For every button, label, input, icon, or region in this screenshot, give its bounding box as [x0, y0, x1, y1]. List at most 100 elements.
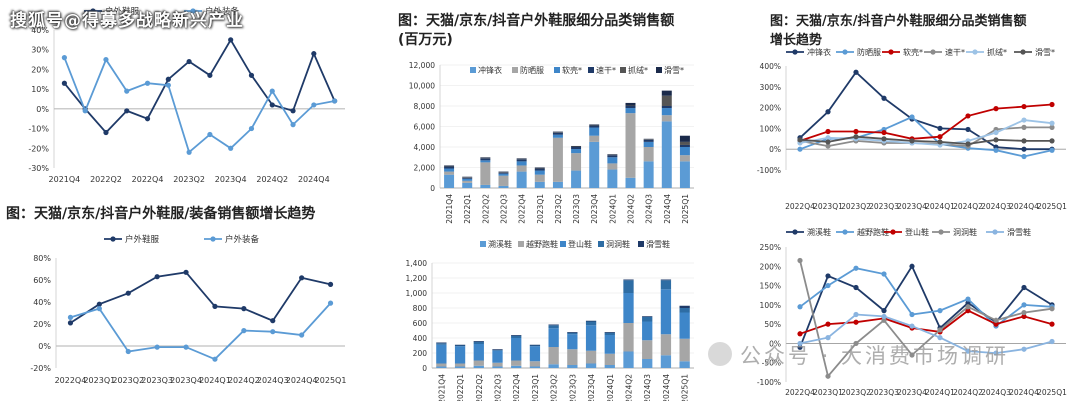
data-point	[1021, 103, 1027, 110]
bar-segment	[529, 366, 541, 368]
x-tick-label: 2024Q1	[608, 194, 617, 224]
x-tick-label: 2024Q4	[1009, 202, 1039, 211]
legend-label: 户外鞋服	[125, 234, 160, 245]
x-tick-label: 2025Q1	[681, 194, 690, 224]
bar-segment	[552, 137, 563, 182]
data-point	[825, 335, 831, 341]
bar-segment	[604, 332, 615, 333]
data-point	[124, 88, 130, 94]
x-tick-label: 2024Q2	[953, 202, 983, 211]
bar-segment	[511, 335, 522, 336]
legend-label: 抓绒*	[987, 47, 1007, 57]
bar-segment	[480, 157, 491, 159]
x-tick-label: 2022Q1	[456, 374, 465, 401]
bar-segment	[516, 159, 527, 162]
data-point	[993, 106, 999, 112]
chart-bottom-left: -20% 0% 20% 40% 60% 80% 2022Q4 2023Q1 2023Q2 2023…	[0, 228, 360, 401]
data-point	[1021, 302, 1027, 308]
bar-segment	[571, 146, 582, 147]
bar-segment	[516, 171, 527, 188]
data-point	[937, 327, 943, 333]
chart-svg-c6: -100%-50%0%50%100%150%200%250%2022Q42023…	[757, 227, 1067, 397]
legend-marker	[890, 229, 896, 235]
legend-marker	[792, 229, 798, 235]
data-point	[881, 136, 887, 142]
x-tick-label: 2022Q4	[512, 374, 521, 401]
bar-segment	[589, 127, 600, 136]
bar-segment	[585, 320, 597, 322]
bar-segment	[679, 147, 690, 156]
bar-segment	[604, 353, 615, 365]
x-tick-label: 2025Q1	[681, 374, 690, 401]
data-point	[1049, 138, 1055, 144]
bar-segment	[567, 332, 578, 335]
data-point	[207, 72, 213, 78]
data-point	[937, 308, 943, 314]
data-point	[937, 335, 943, 341]
bar-segment	[444, 166, 455, 169]
series-line	[799, 267, 1053, 328]
x-tick-label: 2024Q2	[256, 175, 288, 184]
legend-label: 防晒服	[520, 65, 544, 75]
data-point	[993, 147, 999, 153]
series-line	[63, 38, 336, 134]
data-point	[1049, 321, 1055, 327]
data-point	[1049, 101, 1055, 108]
data-point	[881, 271, 887, 277]
watermark-bottom: 公众号 · 大消费市场调研	[740, 344, 1010, 368]
bar-segment	[585, 321, 597, 326]
bar-segment	[623, 280, 634, 293]
x-tick-label: 2024Q3	[257, 376, 289, 385]
data-point	[125, 348, 131, 355]
data-point	[61, 55, 67, 61]
bar-segment	[661, 121, 672, 188]
x-tick-label: 2023Q4	[587, 374, 596, 401]
bar-segment	[661, 108, 672, 116]
x-tick-label: 2023Q2	[554, 194, 563, 224]
bar-segment	[643, 141, 654, 147]
y-tick-label: 100%	[760, 301, 781, 310]
data-point	[183, 344, 189, 350]
x-tick-label: 2024Q2	[627, 194, 636, 224]
x-tick-label: 2024Q2	[625, 374, 634, 401]
chart-top-middle: 0 2,000 4,000 6,000 8,000 10,000 12,000 2021Q4 2…	[388, 52, 700, 227]
data-point	[311, 102, 317, 108]
x-tick-label: 2022Q4	[785, 202, 815, 211]
bar-segment	[511, 365, 522, 368]
data-point	[853, 265, 859, 271]
data-point	[825, 139, 831, 145]
data-point	[1021, 309, 1027, 316]
x-tick-label: 2022Q2	[481, 194, 490, 224]
legend-label: 户外装备	[205, 6, 240, 17]
x-tick-label: 2022Q4	[132, 175, 164, 184]
legend-marker	[842, 49, 848, 55]
data-point	[1021, 284, 1027, 291]
bar-segment	[643, 139, 654, 142]
bar-segment	[679, 361, 690, 368]
series-line	[70, 271, 331, 324]
data-point	[96, 306, 102, 312]
y-tick-label: -100%	[757, 378, 781, 387]
legend-label: 户外装备	[225, 234, 260, 245]
bar-segment	[643, 161, 654, 188]
bar-segment	[462, 180, 473, 183]
legend-label: 防晒服	[857, 47, 881, 57]
bar-segment	[660, 279, 672, 281]
x-tick-label: 2024Q4	[298, 175, 330, 184]
data-point	[993, 317, 999, 323]
bar-segment	[534, 167, 545, 169]
x-tick-label: 2023Q2	[112, 376, 144, 385]
y-tick-label: 0	[430, 184, 435, 193]
bar-segment	[679, 135, 690, 142]
bar-segment	[625, 177, 636, 188]
data-point	[937, 134, 943, 140]
data-point	[144, 116, 151, 122]
bar-segment	[480, 158, 491, 161]
x-tick-label: 2024Q3	[981, 388, 1011, 397]
y-tick-label: 0%	[38, 342, 51, 351]
bar-segment	[436, 363, 447, 367]
data-point	[937, 139, 943, 145]
series-line	[799, 260, 1053, 379]
x-tick-label: 2023Q3	[568, 374, 577, 401]
data-point	[993, 129, 999, 136]
